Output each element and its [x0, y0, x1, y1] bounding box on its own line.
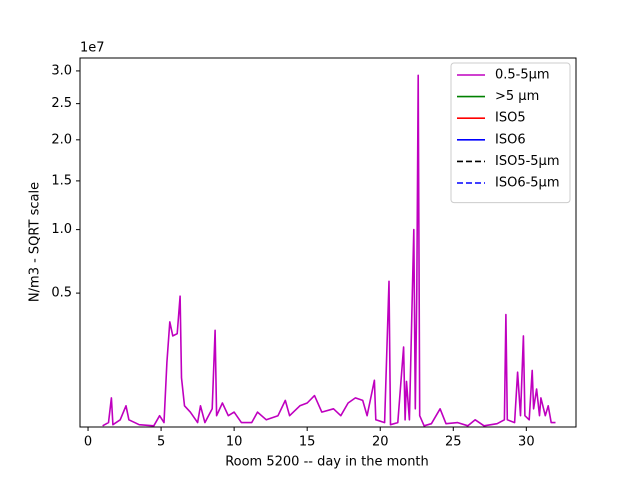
x-tick-label: 25 — [445, 435, 462, 450]
data-line — [102, 74, 556, 427]
x-tick-label: 30 — [518, 435, 535, 450]
x-tick-label: 10 — [226, 435, 243, 450]
y-tick-label: 3.0 — [51, 63, 72, 78]
legend-label: ISO6-5µm — [495, 176, 560, 191]
y-tick-label: 2.0 — [51, 132, 72, 147]
x-tick-label: 20 — [372, 435, 389, 450]
y-tick-label: 0.5 — [51, 286, 72, 301]
x-tick-label: 15 — [299, 435, 316, 450]
x-tick-label: 5 — [157, 435, 165, 450]
legend-label: ISO5-5µm — [495, 154, 560, 169]
legend-label: >5 µm — [495, 89, 539, 104]
x-tick-label: 0 — [84, 435, 92, 450]
legend-label: ISO6 — [495, 132, 526, 147]
y-axis-label: N/m3 - SQRT scale — [28, 182, 43, 302]
x-axis-label: Room 5200 -- day in the month — [225, 455, 429, 470]
plot-frame — [79, 57, 577, 428]
legend-box — [450, 62, 571, 204]
legend-label: ISO5 — [495, 111, 526, 126]
y-tick-label: 2.5 — [51, 96, 72, 111]
y-offset-label: 1e7 — [80, 41, 105, 56]
y-tick-label: 1.5 — [51, 173, 72, 188]
y-tick-label: 1.0 — [51, 222, 72, 237]
legend-label: 0.5-5µm — [495, 68, 550, 83]
